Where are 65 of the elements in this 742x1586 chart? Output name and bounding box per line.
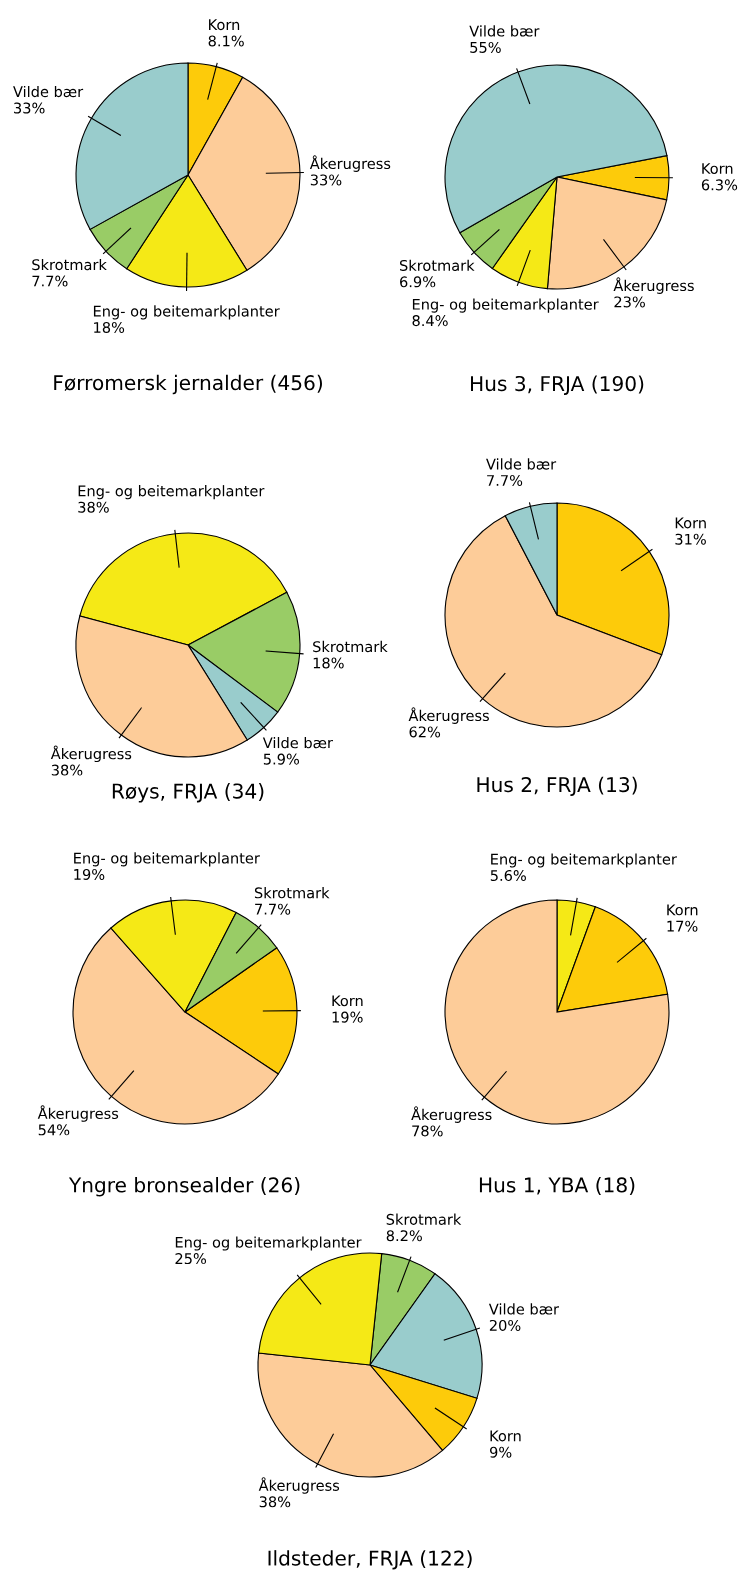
data-label: 31% [675,533,706,545]
data-label: 55% [470,41,501,53]
legend-label: Korn [332,995,363,1007]
text: Yngre bronsealder (26) [68,1176,300,1197]
slice-label: Åkerugress [258,1477,340,1494]
data-label: 54% [38,1124,70,1136]
text: Hus 1, YBA (18) [479,1177,635,1195]
slice-label: Eng- og beitemarkplanter [78,485,265,500]
slice-label: Skrotmark [386,1213,462,1225]
data-label: 23% [614,296,645,308]
data-label: 7.7% [32,275,68,287]
slice-label: Åkerugress [613,277,694,294]
slice-label: Eng- og beitemarkplanter [491,853,677,868]
data-label: 7.7% [255,903,291,915]
data-label: 8.1% [208,35,244,47]
slice-label: Vilde bær [488,1303,559,1315]
data-label: 19% [74,868,105,880]
data-label: 9% [489,1446,512,1458]
text: Hus 3, FRJA (190) [471,375,644,395]
text: Røys, FRJA (34) [112,783,264,803]
data-label: 5.6% [490,869,526,882]
data-label: 8.4% [412,315,448,327]
slice-label: Åkerugress [37,1105,119,1122]
data-label: 38% [259,1496,291,1508]
slice-label: Korn [667,904,698,916]
data-label: 6.9% [400,276,436,288]
slice-label: Korn [675,517,706,529]
data-label: 20% [489,1319,521,1331]
data-label: 19% [332,1011,363,1023]
slice-label: Korn [490,1430,521,1442]
slice-label: Skrotmark [399,259,475,271]
data-label: 6.3% [701,179,738,191]
text: Hus 2, FRJA (13) [477,776,637,796]
slice-label: Åkerugress [309,155,391,172]
data-label: 7.7% [487,474,523,486]
data-label: 5.9% [263,753,300,765]
slice-label: Åkerugress [50,745,132,763]
slice-label: Eng- og beitemarkplanter [93,305,280,320]
data-label: 78% [412,1125,443,1137]
slice-label: Vilde bær [469,25,540,37]
slice-label: Skrotmark [254,887,330,899]
slice-label: Korn [209,19,240,31]
text: Førromersk jernalder (456) [54,374,322,395]
data-label: 38% [78,501,109,513]
data-label: 38% [51,764,83,776]
slice-label: Vilde bær [262,737,333,749]
text: Ildsteder, FRJA (122) [268,1550,472,1570]
data-label: 17% [667,920,698,932]
legend-label: Korn [702,163,733,175]
data-label: 25% [175,1253,207,1265]
slice-label: Vilde bær [486,458,557,470]
slice-label: Eng- og beitemarkplanter [412,298,599,313]
slice-label: Åkerugress [411,1106,492,1123]
data-label: 18% [313,657,344,669]
slice-label: Vilde bær [13,85,84,98]
data-label: 33% [14,102,45,114]
slice-label: Åkerugress [408,707,489,724]
data-label: 8.2% [386,1230,422,1242]
data-label: 62% [409,726,441,738]
data-label: 33% [310,174,342,186]
slice-label: Eng- og beitemarkplanter [74,852,260,867]
slice-label: Skrotmark [32,258,107,271]
slice-label: Skrotmark [313,640,388,653]
data-label: 18% [94,321,125,333]
slice-label: Eng- og beitemarkplanter [175,1236,362,1251]
